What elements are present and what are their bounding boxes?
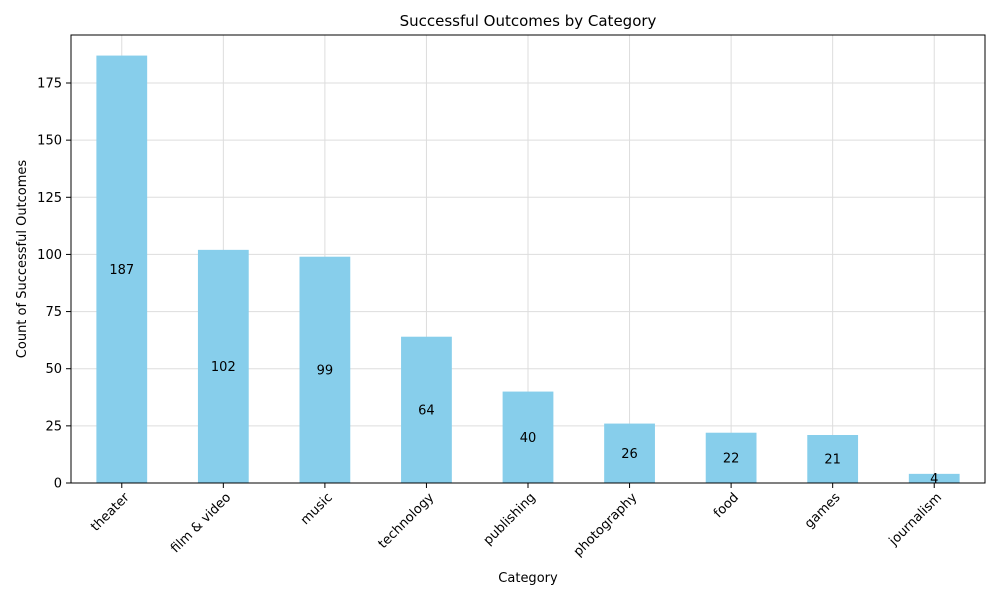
data-label: 187 (109, 263, 134, 278)
bar-publishing (502, 391, 554, 483)
chart-title: Successful Outcomes by Category (400, 12, 657, 30)
x-axis-label: Category (498, 571, 558, 586)
data-label: 4 (930, 472, 938, 487)
y-tick-label: 150 (37, 134, 62, 149)
bar-journalism (908, 473, 960, 483)
data-label: 21 (824, 453, 841, 468)
data-labels: 187 102 99 64 40 26 22 21 4 (109, 263, 938, 487)
bar-games (807, 435, 859, 483)
bar-theater (96, 55, 148, 483)
data-label: 22 (723, 451, 740, 466)
y-tick-label: 75 (45, 305, 62, 320)
data-label: 26 (621, 447, 638, 462)
y-tick-label: 125 (37, 191, 62, 206)
y-tick-label: 175 (37, 77, 62, 92)
bar-film-video (197, 249, 249, 483)
data-label: 64 (418, 403, 435, 418)
data-label: 40 (520, 431, 537, 446)
y-axis-label: Count of Successful Outcomes (15, 160, 30, 359)
plot-frame (70, 34, 986, 484)
bar-technology (401, 336, 452, 483)
bar-music (299, 256, 351, 483)
y-tick-label: 25 (45, 419, 62, 434)
data-label: 99 (317, 363, 334, 378)
data-label: 102 (211, 360, 236, 375)
bar-photography (604, 423, 655, 483)
y-tick-label: 0 (54, 477, 62, 492)
y-tick-label: 100 (37, 248, 62, 263)
bars (96, 55, 960, 483)
bar-food (705, 432, 757, 483)
y-tick-label: 50 (45, 362, 62, 377)
